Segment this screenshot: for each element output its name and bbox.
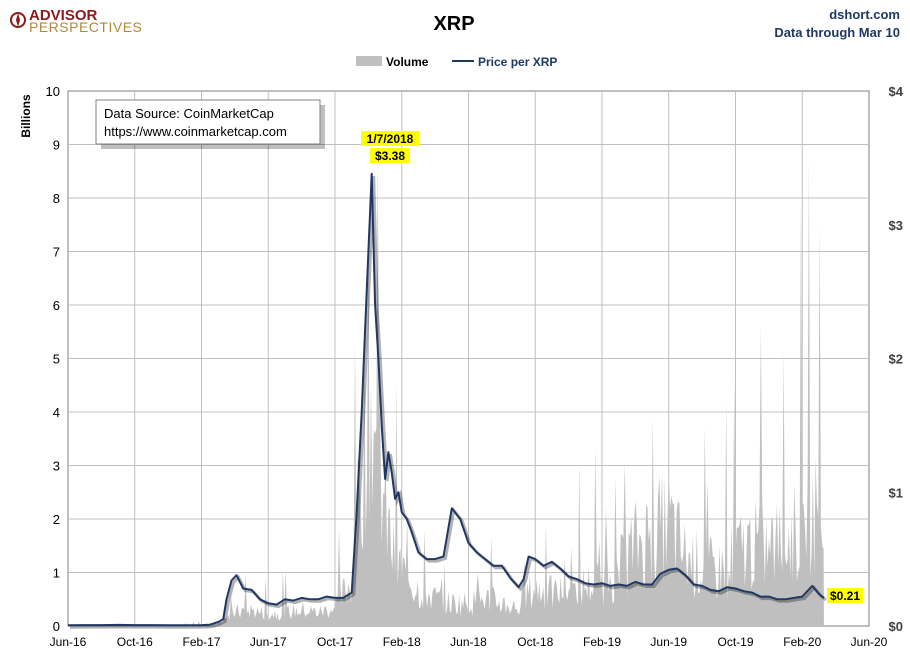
site-name: dshort.com <box>829 7 900 22</box>
x-tick: Jun-18 <box>450 635 487 649</box>
peak-date: 1/7/2018 <box>367 132 414 146</box>
peak-annotation: 1/7/2018 $3.38 <box>361 131 419 163</box>
logo-line2: PERSPECTIVES <box>29 19 142 35</box>
y-right-tick: $3 <box>889 218 903 233</box>
x-tick: Oct-18 <box>517 635 553 649</box>
y-left-tick: 9 <box>53 138 60 153</box>
y-left-tick: 10 <box>46 84 60 99</box>
legend-volume-swatch <box>356 56 382 66</box>
y-right-tick: $4 <box>889 84 904 99</box>
y-left-tick: 2 <box>53 512 60 527</box>
y-axis-left-title: Billions <box>19 94 33 138</box>
x-tick: Feb-17 <box>182 635 220 649</box>
chart-title: XRP <box>433 13 474 35</box>
y-left-tick: 3 <box>53 459 60 474</box>
source-line1: Data Source: CoinMarketCap <box>104 106 274 121</box>
grid <box>68 91 869 626</box>
x-tick: Oct-17 <box>317 635 353 649</box>
y-right-tick: $2 <box>889 352 903 367</box>
x-tick: Jun-20 <box>851 635 888 649</box>
price-line <box>67 172 825 627</box>
x-tick: Oct-16 <box>117 635 153 649</box>
source-box: Data Source: CoinMarketCap https://www.c… <box>95 99 325 149</box>
y-left-tick: 7 <box>53 245 60 260</box>
y-left-tick: 8 <box>53 191 60 206</box>
y-axis-left: 0 1 2 3 4 5 6 7 8 9 10 <box>46 84 60 634</box>
last-price: $0.21 <box>830 589 860 603</box>
last-price-annotation: $0.21 <box>827 588 863 603</box>
x-tick: Jun-16 <box>50 635 87 649</box>
legend: Volume Price per XRP <box>356 55 557 69</box>
x-tick: Jun-17 <box>250 635 287 649</box>
x-tick: Feb-18 <box>383 635 421 649</box>
y-left-tick: 6 <box>53 298 60 313</box>
y-left-tick: 1 <box>53 566 60 581</box>
y-left-tick: 0 <box>53 619 60 634</box>
x-tick: Feb-19 <box>583 635 621 649</box>
x-tick: Jun-19 <box>650 635 687 649</box>
y-right-tick: $1 <box>889 485 903 500</box>
y-left-tick: 4 <box>53 405 60 420</box>
data-through: Data through Mar 10 <box>774 25 900 40</box>
y-right-tick: $0 <box>889 619 903 634</box>
legend-volume-label: Volume <box>386 55 429 69</box>
logo-line1: ADVISOR <box>29 7 98 24</box>
source-line2: https://www.coinmarketcap.com <box>104 124 287 139</box>
y-left-tick: 5 <box>53 352 60 367</box>
volume-series <box>68 158 824 626</box>
peak-price: $3.38 <box>375 149 405 163</box>
x-axis: Jun-16 Oct-16 Feb-17 Jun-17 Oct-17 Feb-18 Jun-… <box>50 635 888 649</box>
legend-price-label: Price per XRP <box>478 55 557 69</box>
logo: ADVISOR PERSPECTIVES <box>10 7 142 35</box>
price-series <box>67 172 827 629</box>
x-tick: Oct-19 <box>717 635 753 649</box>
volume-area <box>68 158 824 626</box>
x-tick: Feb-20 <box>783 635 821 649</box>
y-axis-right: $0 $1 $2 $3 $4 <box>889 84 904 634</box>
